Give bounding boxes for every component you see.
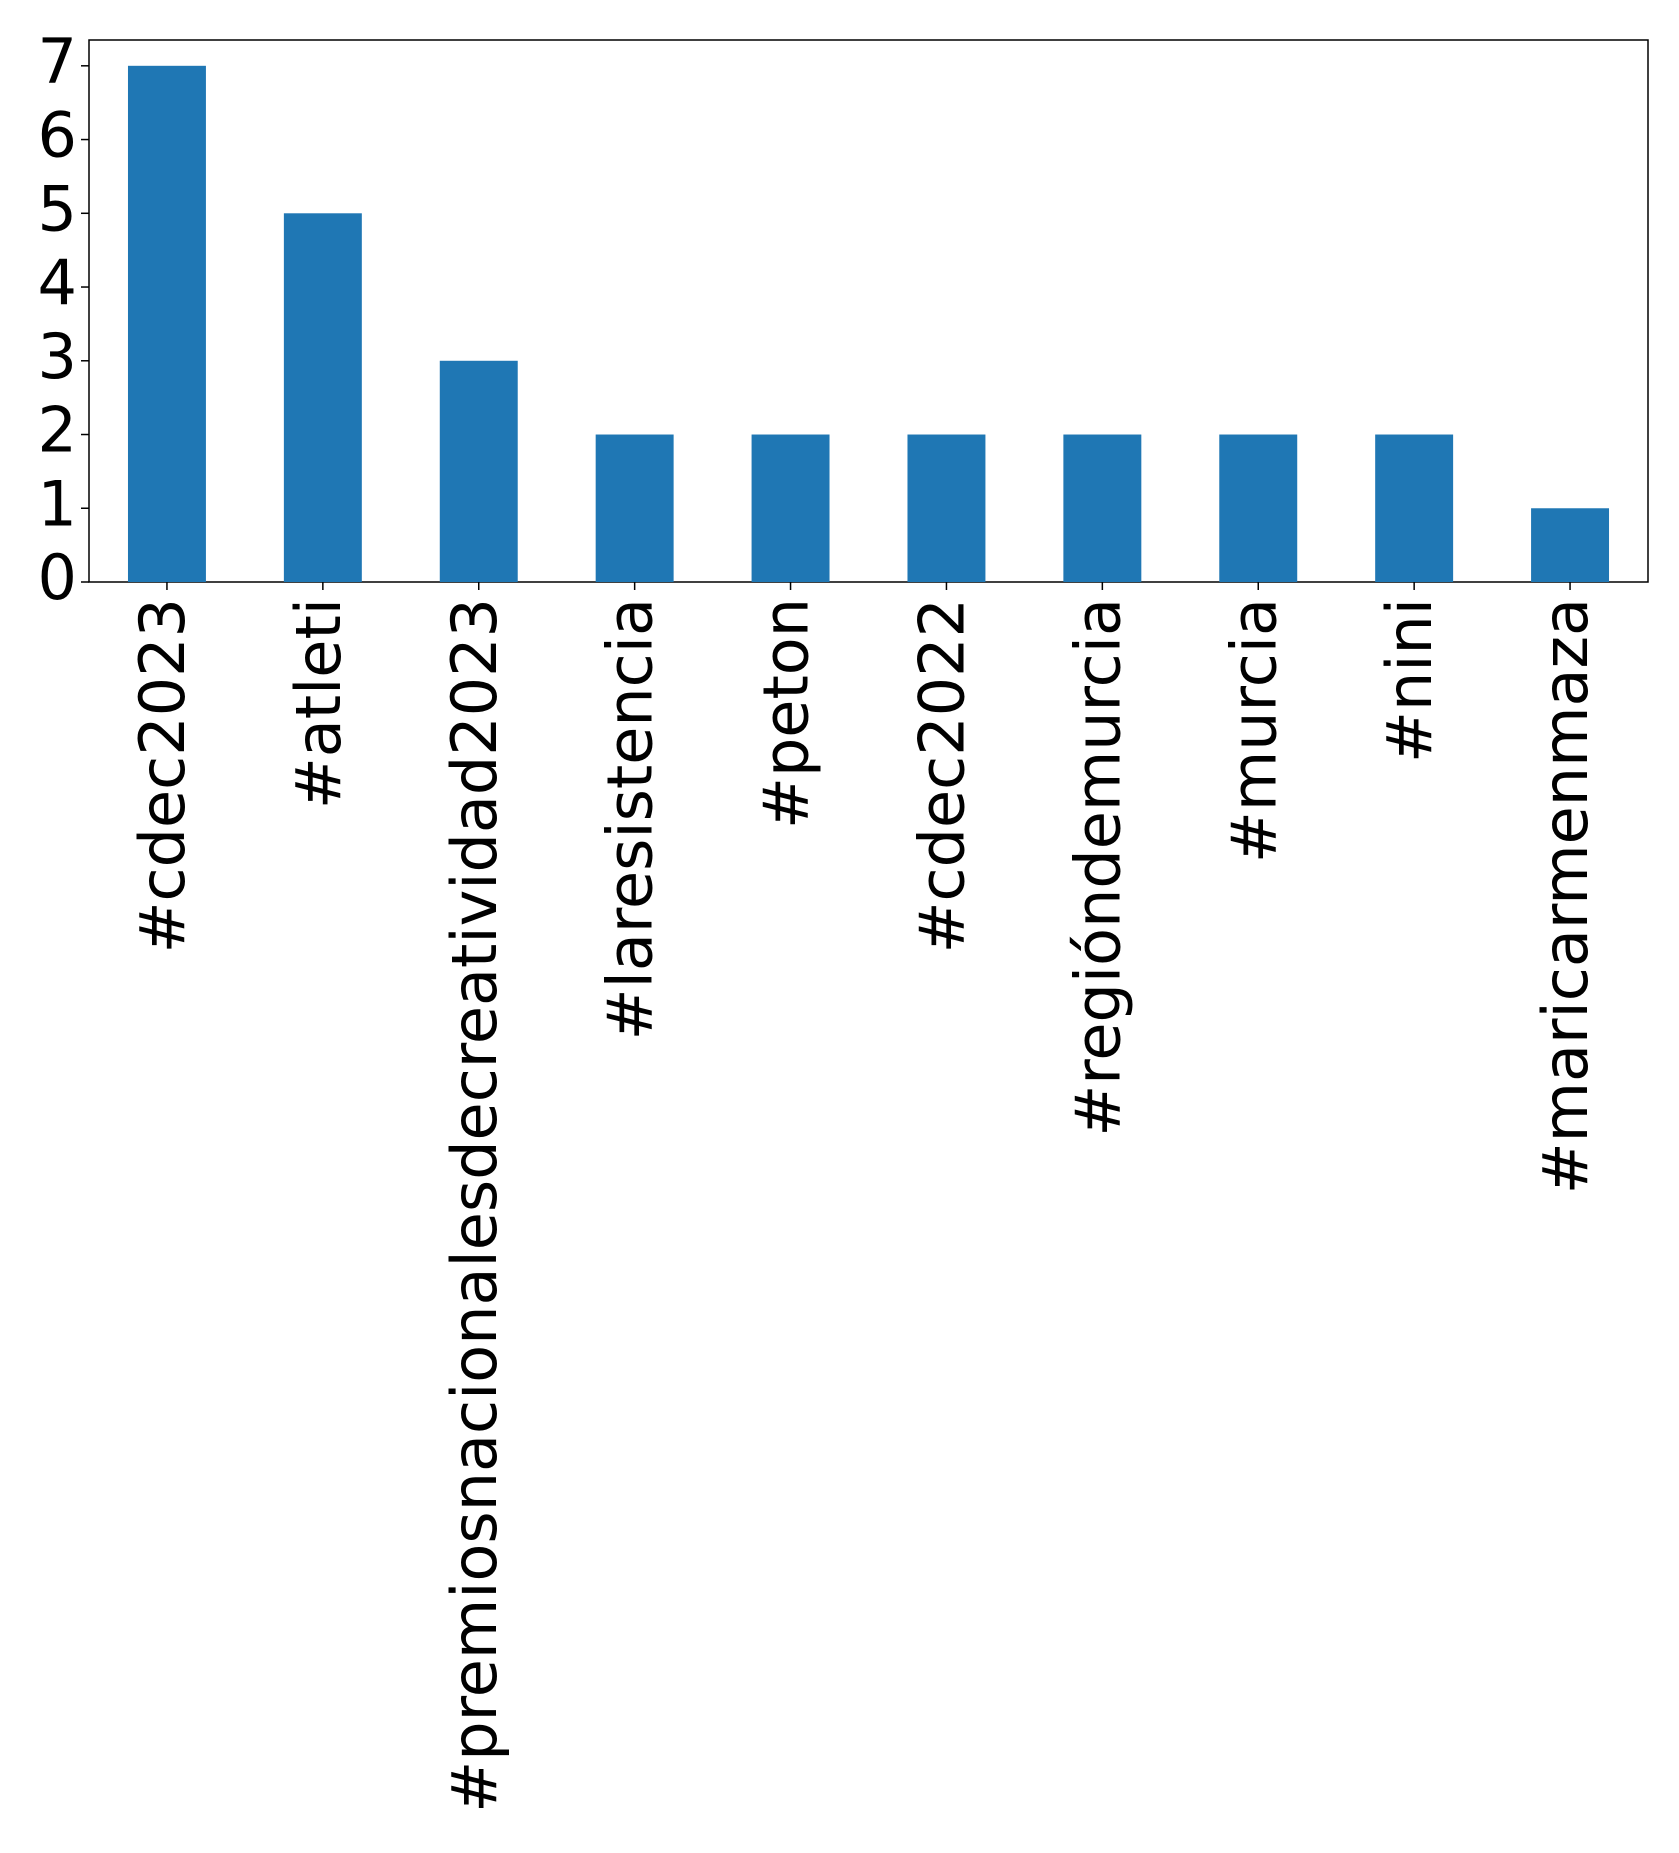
y-tick-label: 7 xyxy=(38,25,77,98)
x-tick-label: #atleti xyxy=(282,598,355,809)
y-tick-label: 6 xyxy=(38,99,77,172)
bar xyxy=(1375,434,1454,582)
bar xyxy=(595,434,674,582)
bar xyxy=(1531,508,1610,582)
x-tick-label: #murcia xyxy=(1217,598,1290,863)
bar xyxy=(127,65,206,583)
y-tick-label: 3 xyxy=(38,320,77,393)
bar xyxy=(283,213,362,582)
plot-frame xyxy=(88,39,1649,583)
bar xyxy=(1219,434,1298,582)
x-tick-label: #premiosnacionalesdecreatividad2023 xyxy=(438,598,511,1813)
bar xyxy=(907,434,986,582)
y-tick-label: 5 xyxy=(38,172,77,245)
y-tick-label: 4 xyxy=(38,246,77,319)
x-tick-label: #laresistencia xyxy=(594,598,667,1040)
bar xyxy=(751,434,830,582)
y-tick-label: 1 xyxy=(38,467,77,540)
x-tick-label: #cdec2022 xyxy=(906,598,979,953)
x-tick-label: #nini xyxy=(1373,598,1446,763)
bar xyxy=(439,360,518,582)
y-tick-label: 2 xyxy=(38,394,77,467)
x-tick-label: #cdec2023 xyxy=(126,598,199,953)
x-tick-label: #maricarmenmaza xyxy=(1529,598,1602,1194)
y-tick-label: 0 xyxy=(38,541,77,614)
x-tick-label: #regióndemurcia xyxy=(1061,598,1134,1137)
bar xyxy=(1063,434,1142,582)
x-tick-label: #peton xyxy=(750,598,823,829)
